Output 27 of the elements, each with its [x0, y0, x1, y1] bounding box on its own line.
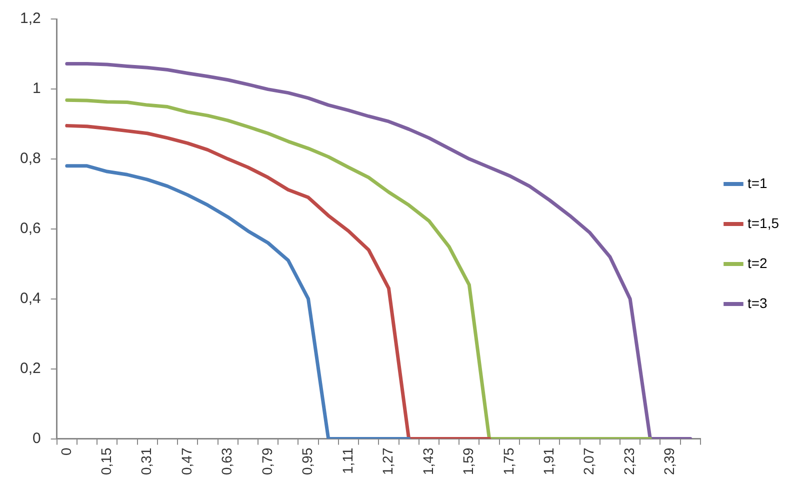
x-tick-label: 0,95: [299, 448, 316, 475]
y-tick-label: 0,6: [20, 220, 41, 238]
x-tick-label: 0: [58, 448, 74, 456]
x-tick-label: 1,11: [339, 448, 356, 474]
y-tick-label: 0,4: [20, 290, 41, 307]
x-tick-label: 0,47: [178, 448, 194, 475]
y-tick-label: 1,2: [20, 10, 41, 28]
x-tick-label: 1,91: [540, 448, 556, 475]
legend-label: t=1: [747, 174, 768, 191]
x-tick-label: 1,43: [420, 448, 436, 475]
y-tick-label: 0,2: [20, 360, 41, 377]
x-tick-label: 1,59: [460, 448, 476, 475]
legend-label: t=1,5: [747, 214, 780, 231]
legend-label: t=2: [747, 254, 768, 271]
x-tick-label: 1,27: [380, 448, 396, 475]
y-tick-label: 0,8: [20, 150, 41, 168]
x-tick-label: 2,23: [620, 448, 637, 475]
x-tick-label: 0,63: [218, 448, 235, 475]
y-tick-label: 1: [32, 80, 41, 98]
x-tick-label: 2,39: [661, 448, 678, 475]
x-tick-label: 1,75: [500, 448, 516, 475]
x-tick-label: 2,07: [580, 448, 597, 475]
y-tick-label: 0: [32, 430, 41, 447]
x-tick-label: 0,79: [258, 448, 275, 475]
x-tick-label: 0,15: [98, 448, 114, 475]
legend-label: t=3: [747, 294, 768, 311]
x-tick-label: 0,31: [138, 448, 154, 475]
